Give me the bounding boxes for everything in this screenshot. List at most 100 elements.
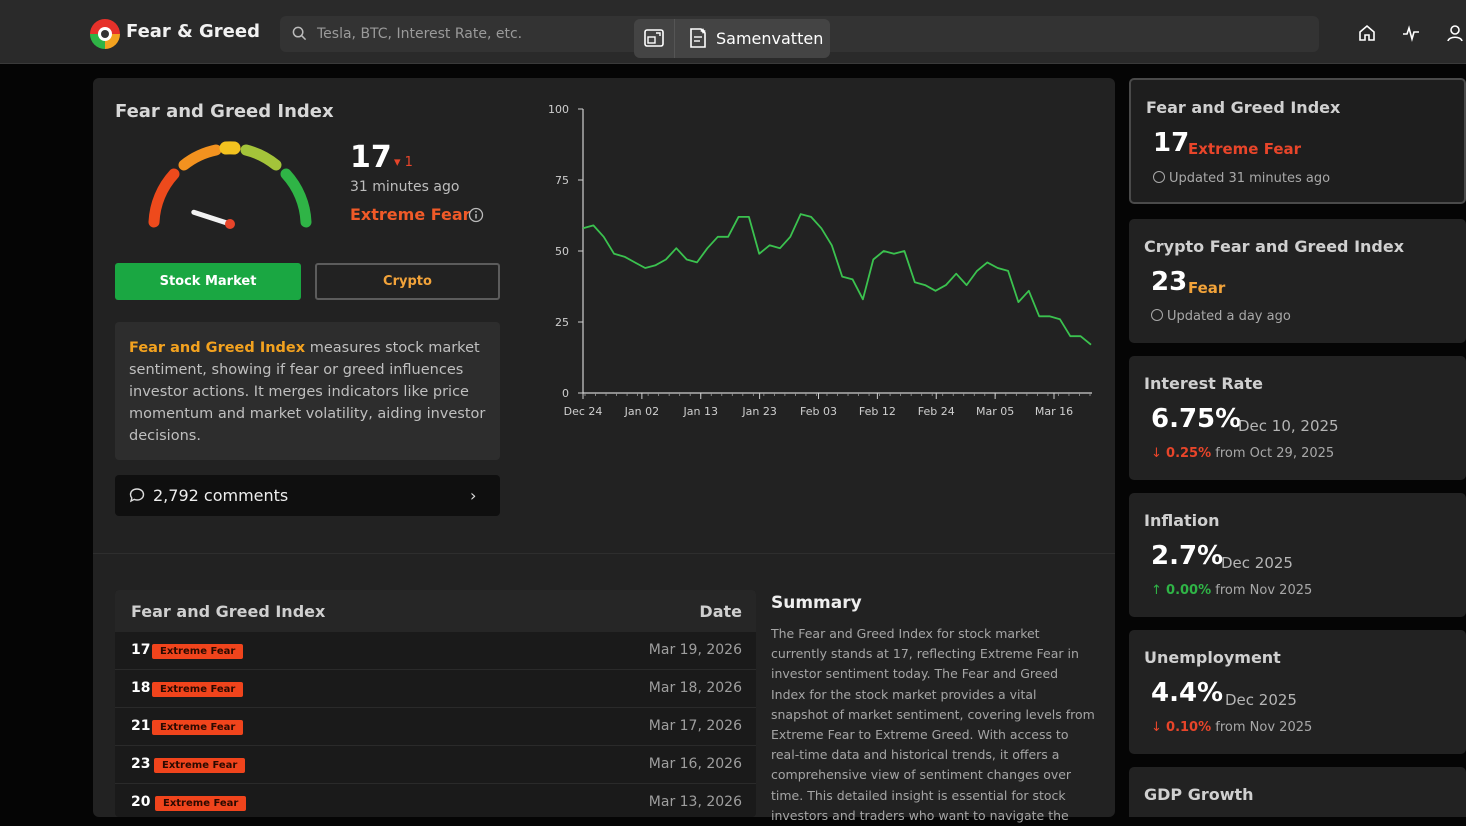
x-tick-label: Jan 13: [683, 405, 718, 418]
row-value: 20: [131, 794, 151, 810]
card-inflation[interactable]: Inflation 2.7% Dec 2025 ↑ 0.00% from Nov…: [1129, 493, 1466, 617]
row-value: 21: [131, 718, 151, 734]
table-row[interactable]: 20 Extreme Fear Mar 13, 2026: [115, 784, 756, 817]
search-icon: [292, 26, 307, 41]
description-text: measures stock market sentiment, showing…: [129, 340, 486, 444]
card-change-from: from Nov 2025: [1215, 720, 1313, 735]
table-row[interactable]: 18 Extreme Fear Mar 18, 2026: [115, 670, 756, 708]
sentiment-badge: Extreme Fear: [152, 720, 244, 735]
table-row[interactable]: 21 Extreme Fear Mar 17, 2026: [115, 708, 756, 746]
comment-icon: [129, 488, 145, 503]
sentiment-badge: Extreme Fear: [155, 796, 247, 811]
card-title: Interest Rate: [1144, 374, 1263, 393]
brand-name[interactable]: Fear & Greed: [126, 21, 260, 42]
card-sentiment: Fear: [1188, 279, 1226, 297]
y-tick-label: 75: [555, 174, 569, 187]
user-icon[interactable]: [1446, 24, 1464, 42]
x-tick-label: Jan 02: [624, 405, 659, 418]
score-delta: ▾ 1: [394, 155, 413, 170]
gauge-meter: [148, 141, 312, 229]
section-divider: [93, 553, 1115, 554]
column-header-date: Date: [699, 602, 742, 621]
current-score: 17: [350, 140, 392, 175]
x-tick-label: Mar 16: [1035, 405, 1073, 418]
home-icon[interactable]: [1358, 24, 1376, 42]
card-title: Unemployment: [1144, 648, 1281, 667]
row-date: Mar 17, 2026: [648, 718, 742, 734]
card-value: 23: [1151, 267, 1188, 297]
tab-stock-market[interactable]: Stock Market: [115, 263, 301, 300]
row-value: 18: [131, 680, 151, 696]
card-value: 6.75%: [1151, 404, 1242, 434]
row-date: Mar 13, 2026: [648, 794, 742, 810]
card-change: ↓ 0.10% from Nov 2025: [1151, 720, 1312, 735]
card-title: Inflation: [1144, 511, 1220, 530]
sentiment-label: Extreme Fear: [350, 205, 471, 224]
row-date: Mar 18, 2026: [648, 680, 742, 696]
arrow-up-icon: ↑: [1151, 583, 1167, 598]
comments-count: 2,792 comments: [153, 486, 289, 505]
x-tick-label: Mar 05: [976, 405, 1014, 418]
y-tick-label: 50: [555, 245, 569, 258]
clock-icon: [1151, 309, 1163, 321]
card-change: ↓ 0.25% from Oct 29, 2025: [1151, 446, 1334, 461]
arrow-down-icon: ↓: [1151, 446, 1167, 461]
card-updated: Updated a day ago: [1151, 309, 1291, 324]
index-title: Fear and Greed Index: [115, 101, 334, 122]
x-tick-label: Dec 24: [564, 405, 603, 418]
gauge-needle: [191, 209, 233, 227]
x-tick-label: Jan 23: [741, 405, 776, 418]
history-table: Fear and Greed Index Date 17 Extreme Fea…: [115, 590, 756, 817]
info-icon[interactable]: [468, 207, 484, 223]
updated-time: 31 minutes ago: [350, 179, 460, 195]
card-updated-text: Updated a day ago: [1167, 309, 1291, 324]
card-gdp-growth[interactable]: GDP Growth: [1129, 767, 1466, 817]
y-tick-label: 0: [562, 387, 569, 400]
screen-capture-icon[interactable]: [644, 29, 664, 47]
table-row[interactable]: 23 Extreme Fear Mar 16, 2026: [115, 746, 756, 784]
card-title: Fear and Greed Index: [1146, 98, 1341, 117]
description-highlight: Fear and Greed Index: [129, 340, 306, 356]
card-crypto-fear-greed[interactable]: Crypto Fear and Greed Index 23 Fear Upda…: [1129, 219, 1466, 343]
card-title: GDP Growth: [1144, 785, 1254, 804]
sentiment-badge: Extreme Fear: [152, 682, 244, 697]
gauge-pivot: [225, 219, 235, 229]
toolbar-separator: [674, 19, 675, 58]
logo-center: [101, 30, 109, 38]
card-value: 2.7%: [1151, 541, 1224, 571]
x-tick-label: Feb 03: [800, 405, 837, 418]
card-change-value: 0.10%: [1166, 720, 1212, 735]
summarize-button[interactable]: Samenvatten: [716, 29, 824, 48]
x-tick-label: Feb 24: [918, 405, 955, 418]
table-row[interactable]: 17 Extreme Fear Mar 19, 2026: [115, 632, 756, 670]
card-value: 4.4%: [1151, 678, 1224, 708]
card-change-from: from Oct 29, 2025: [1215, 446, 1335, 461]
card-fear-greed[interactable]: Fear and Greed Index 17 Extreme Fear Upd…: [1129, 78, 1466, 204]
row-value: 23: [131, 756, 151, 772]
sentiment-badge: Extreme Fear: [152, 644, 244, 659]
search-placeholder: Tesla, BTC, Interest Rate, etc.: [317, 26, 523, 42]
comments-button[interactable]: 2,792 comments ›: [115, 475, 500, 516]
tab-crypto[interactable]: Crypto: [315, 263, 500, 300]
card-updated: Updated 31 minutes ago: [1153, 171, 1330, 186]
card-interest-rate[interactable]: Interest Rate 6.75% Dec 10, 2025 ↓ 0.25%…: [1129, 356, 1466, 480]
column-header-index: Fear and Greed Index: [131, 602, 326, 621]
card-unemployment[interactable]: Unemployment 4.4% Dec 2025 ↓ 0.10% from …: [1129, 630, 1466, 754]
top-bar: Fear & Greed Tesla, BTC, Interest Rate, …: [0, 0, 1466, 64]
card-change-value: 0.00%: [1166, 583, 1212, 598]
card-change-value: 0.25%: [1166, 446, 1212, 461]
card-sentiment: Extreme Fear: [1188, 140, 1302, 158]
sentiment-badge: Extreme Fear: [154, 758, 246, 773]
row-date: Mar 16, 2026: [648, 756, 742, 772]
card-date: Dec 2025: [1221, 554, 1293, 572]
activity-icon[interactable]: [1402, 24, 1420, 42]
table-header: Fear and Greed Index Date: [115, 590, 756, 632]
x-tick-label: Feb 12: [859, 405, 896, 418]
card-date: Dec 2025: [1225, 691, 1297, 709]
summarize-icon: [690, 28, 706, 48]
card-updated-text: Updated 31 minutes ago: [1169, 171, 1331, 186]
y-tick-label: 25: [555, 316, 569, 329]
index-history-chart: 100 75 50 25 0 Dec 24 Jan 02 Jan 13 Jan 23 Feb 03…: [548, 103, 1092, 418]
y-tick-label: 100: [548, 103, 569, 116]
card-date: Dec 10, 2025: [1238, 417, 1339, 435]
